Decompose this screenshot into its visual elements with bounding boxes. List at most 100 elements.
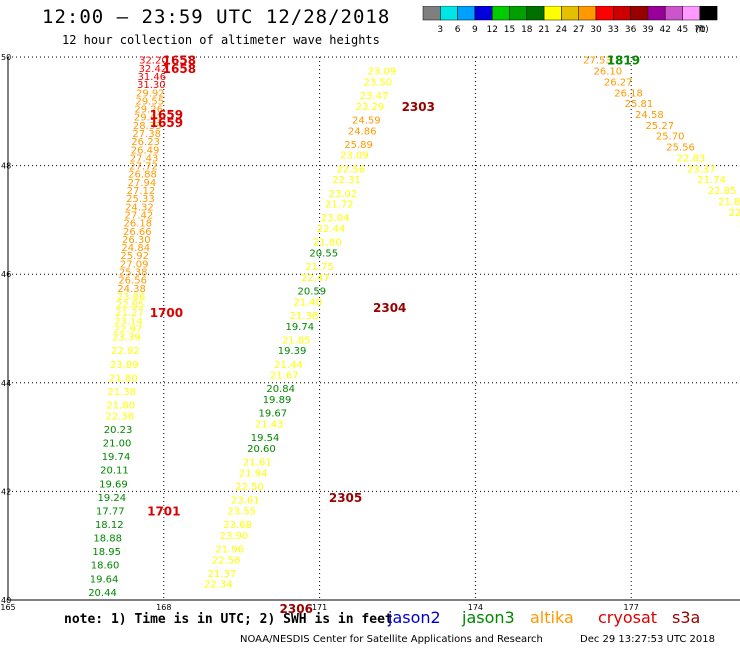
wave-height-label: 21.38	[107, 387, 136, 398]
time-label: 2306	[280, 602, 313, 616]
wave-height-label: 25.70	[656, 132, 685, 143]
time-label: 1659	[150, 116, 183, 130]
track-1819: 27.5326.1026.2726.1825.8124.5825.2725.70…	[583, 54, 740, 230]
wave-height-label: 19.24	[98, 493, 127, 504]
wave-height-label: 22.85	[116, 300, 145, 311]
legend-cryosat: cryosat	[598, 608, 658, 627]
colorbar-tick-label: 45	[677, 25, 688, 35]
wave-height-label: 22.85	[708, 186, 737, 197]
colorbar-tick-label: 33	[608, 25, 619, 35]
wave-height-label: 19.64	[90, 574, 119, 585]
chart-subtitle: 12 hour collection of altimeter wave hei…	[62, 33, 380, 47]
wave-height-label: 29.41	[134, 113, 163, 124]
wave-height-label: 21.00	[103, 439, 132, 450]
wave-height-label: 21.85	[282, 335, 311, 346]
colorbar-tick-label: 30	[590, 25, 602, 35]
wave-height-label: 23.04	[321, 213, 350, 224]
wave-height-label: 22.97	[114, 325, 143, 336]
x-tick-label: 174	[468, 603, 483, 612]
wave-height-label: 18.12	[95, 520, 124, 531]
wave-height-label: 32.20	[139, 56, 168, 67]
wave-height-label: 23.89	[110, 360, 139, 371]
wave-height-label: 19.39	[278, 346, 307, 357]
wave-height-label: 25.89	[344, 140, 373, 151]
footer-credit: NOAA/NESDIS Center for Satellite Applica…	[240, 634, 543, 645]
wave-height-label: 21.43	[255, 420, 284, 431]
wave-height-label: 27.42	[125, 210, 154, 221]
wave-height-label: 22.44	[317, 224, 346, 235]
colorbar-tick-label: 36	[625, 25, 637, 35]
x-tick-label: 177	[624, 603, 639, 612]
wave-height-label: 21.38	[290, 311, 319, 322]
wave-height-label: 23.86	[117, 292, 146, 303]
y-tick-label: 42	[1, 487, 11, 496]
wave-height-label: 22.58	[212, 555, 241, 566]
wave-height-label: 21.40	[293, 297, 322, 308]
y-tick-label: 48	[1, 162, 11, 171]
wave-height-label: 26.30	[122, 235, 151, 246]
colorbar-tick-label: 12	[486, 25, 497, 35]
wave-height-label: 26.88	[128, 170, 157, 181]
note-text: note: 1) Time is in UTC; 2) SWH is in fe…	[64, 612, 393, 627]
wave-height-label: 20.84	[266, 384, 295, 395]
wave-height-label: 22.50	[235, 482, 264, 493]
colorbar-tick-label: 27	[573, 25, 584, 35]
x-tick-label: 168	[156, 603, 171, 612]
y-tick-label: 46	[1, 270, 11, 279]
wave-height-label: 21.74	[697, 175, 726, 186]
colorbar-tick-label: 39	[642, 25, 654, 35]
wave-height-label: 27.53	[583, 56, 612, 67]
wave-height-label: 19.74	[286, 322, 315, 333]
wave-height-label: 21.75	[305, 262, 334, 273]
wave-height-label: 26.49	[131, 145, 160, 156]
time-label: 1658	[163, 62, 196, 76]
wave-height-label: 27.12	[127, 186, 156, 197]
wave-height-label: 22.56	[336, 164, 365, 175]
wave-height-label: 19.69	[99, 479, 128, 490]
time-label: 2305	[329, 491, 362, 505]
colorbar-tick-label: 15	[504, 25, 515, 35]
wave-height-label: 21.96	[215, 544, 244, 555]
wave-height-label: 31.30	[137, 80, 166, 91]
wave-height-label: 29.55	[135, 96, 164, 107]
wave-height-label: 24.38	[117, 284, 146, 295]
colorbar-tick-label: 18	[521, 25, 533, 35]
time-label: 1819	[607, 54, 640, 68]
wave-height-label: 20.55	[309, 248, 338, 259]
wave-height-label: 27.43	[130, 153, 159, 164]
wave-height-label: 25.38	[119, 267, 148, 278]
y-tick-label: 40	[1, 596, 11, 605]
wave-height-label: 20.44	[88, 588, 117, 599]
wave-height-label: 25.81	[625, 99, 654, 110]
wave-height-label: 22.83	[677, 153, 706, 164]
chart-title: 12:00 — 23:59 UTC 12/28/2018	[42, 6, 391, 28]
wave-height-label: 26.27	[604, 77, 633, 88]
wave-height-label: 22.34	[204, 580, 233, 591]
wave-height-label: 22.31	[332, 175, 361, 186]
colorbar-legend: 3 6 9 12 15 18 21 24 27 30 33 36 39 42 45 70(ft)	[422, 6, 718, 35]
wave-height-label: 21.61	[243, 458, 272, 469]
wave-height-label: 21.27	[115, 308, 144, 319]
wave-height-label: 24.84	[121, 243, 150, 254]
wave-height-label: 29.92	[136, 88, 165, 99]
wave-height-label: 19.74	[102, 452, 131, 463]
wave-height-label: 24.32	[125, 202, 154, 213]
colorbar-tick-label: 3	[437, 25, 443, 35]
wave-height-label: 22.47	[301, 273, 330, 284]
colorbar-tick-label: (ft)	[695, 25, 709, 35]
legend-s3a: s3a	[672, 608, 701, 627]
wave-height-label: 21.80	[106, 401, 135, 412]
wave-height-label: 23.39	[112, 333, 141, 344]
colorbar-swatch	[699, 6, 718, 21]
wave-height-label: 24.59	[352, 115, 381, 126]
wave-height-label: 24.58	[635, 110, 664, 121]
wave-height-label: 21.37	[208, 569, 237, 580]
wave-height-label: 21.80	[313, 238, 342, 249]
wave-height-label: 22.38	[105, 411, 134, 422]
track-1658: 32.2032.4231.4631.3029.9229.5529.2629.41…	[88, 54, 196, 599]
wave-height-label: 21.44	[274, 360, 303, 371]
colorbar-tick-label: 42	[659, 25, 670, 35]
wave-height-label: 21.72	[325, 200, 354, 211]
time-label: 1700	[150, 306, 183, 320]
